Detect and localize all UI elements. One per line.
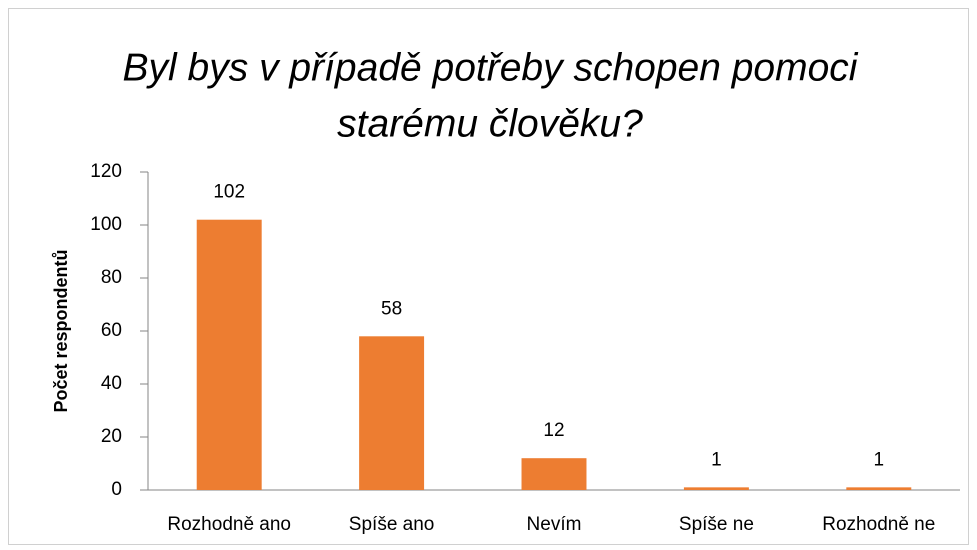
y-tick-label: 0 — [111, 479, 122, 500]
bar — [683, 487, 749, 490]
x-tick-label: Rozhodně ano — [167, 514, 291, 535]
chart-title: Byl bys v případě potřeby schopen pomoci — [123, 46, 859, 89]
data-label: 12 — [543, 420, 564, 441]
bar — [359, 336, 425, 490]
bar — [846, 487, 912, 490]
chart-title: starému člověku? — [337, 102, 643, 145]
y-axis-title: Počet respondentů — [51, 249, 71, 412]
y-tick-label: 100 — [90, 214, 122, 235]
data-label: 102 — [213, 182, 245, 203]
y-tick-label: 40 — [101, 373, 122, 394]
y-tick-label: 120 — [90, 161, 122, 182]
x-tick-label: Nevím — [527, 514, 582, 535]
data-label: 1 — [874, 449, 885, 470]
data-label: 1 — [711, 449, 722, 470]
y-tick-label: 80 — [101, 267, 122, 288]
x-tick-label: Rozhodně ne — [822, 514, 935, 535]
bar — [196, 219, 262, 490]
data-label: 58 — [381, 298, 402, 319]
y-tick-label: 60 — [101, 320, 122, 341]
y-tick-label: 20 — [101, 426, 122, 447]
x-tick-label: Spíše ne — [679, 514, 754, 535]
bar — [521, 458, 587, 490]
x-tick-label: Spíše ano — [349, 514, 435, 535]
chart-border — [8, 8, 969, 545]
